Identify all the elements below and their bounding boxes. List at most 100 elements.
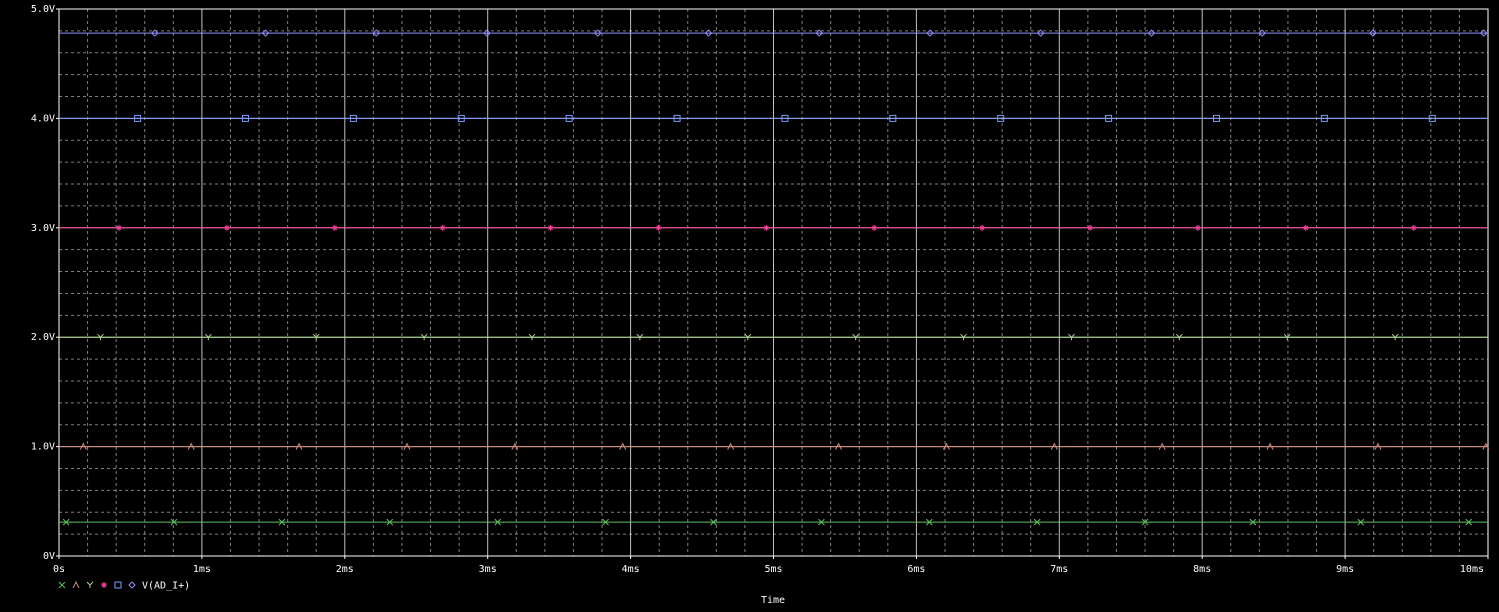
series-marker-3 [1391,333,1399,341]
series-marker-4 [1087,224,1094,231]
legend-label[interactable]: V(AD_I+) [142,581,190,592]
series-layer [59,29,1490,526]
series-marker-3 [420,333,428,341]
x-tick-label: 4ms [622,564,640,575]
series-marker-2 [295,442,303,450]
legend[interactable]: V(AD_I+) [58,580,190,592]
series-marker-5 [241,114,249,122]
series-marker-3 [636,333,644,341]
y-tick-label: 3.0V [31,223,55,234]
series-marker-1 [925,518,933,526]
series-marker-6 [1480,29,1488,37]
legend-marker-6 [128,581,136,589]
series-marker-5 [1105,114,1113,122]
series-marker-3 [1068,333,1075,341]
series-marker-4 [116,224,123,231]
series-marker-6 [926,29,934,37]
tick-label-layer: 0V 1.0V 2.0V 3.0V 4.0V 5.0V 0s 1ms 2ms 3ms 4ms 5ms 6… [31,4,1489,575]
series-marker-1 [170,518,178,526]
legend-marker-1 [58,581,66,589]
series-marker-5 [1320,114,1328,122]
series-marker-6 [1258,29,1266,37]
series-marker-3 [312,333,320,341]
series-marker-2 [619,442,627,450]
series-marker-5 [349,114,357,122]
series-marker-2 [187,442,195,450]
series-marker-3 [744,333,752,341]
series-marker-6 [261,29,270,37]
series-marker-1 [1465,518,1473,526]
series-marker-2 [511,442,519,450]
y-tick-label: 5.0V [31,4,55,15]
series-marker-6 [372,29,380,37]
series-marker-4 [655,224,662,231]
x-tick-label: 9ms [1336,564,1354,575]
series-marker-3 [1283,333,1291,341]
series-marker-3 [960,333,967,341]
series-marker-4 [439,224,446,231]
series-marker-2 [1266,442,1274,450]
series-marker-2 [79,442,87,450]
series-marker-3 [1175,333,1183,341]
series-marker-2 [1050,442,1058,450]
legend-marker-2 [72,580,80,589]
legend-marker-4 [101,582,107,588]
series-marker-1 [602,518,609,526]
series-marker-4 [331,224,338,231]
series-marker-3 [528,333,536,341]
x-tick-label: 2ms [336,564,354,575]
series-marker-5 [1428,114,1436,122]
series-marker-5 [134,114,142,122]
series-marker-1 [1141,518,1149,526]
series-marker-1 [818,518,825,526]
series-marker-2 [835,442,842,450]
series-marker-1 [710,518,717,526]
series-marker-1 [278,518,286,526]
x-tick-label: 1ms [193,564,211,575]
grid-layer [58,8,1489,557]
y-tick-label: 4.0V [31,113,55,124]
x-tick-label: 0s [53,564,65,575]
series-marker-1 [62,518,70,526]
series-marker-1 [1033,518,1041,526]
x-tick-label: 10ms [1460,564,1484,575]
series-marker-6 [815,29,823,37]
series-marker-2 [1482,442,1490,450]
series-marker-5 [1212,114,1220,122]
x-tick-label: 6ms [907,564,925,575]
series-marker-2 [727,442,735,450]
series-marker-4 [1194,224,1201,231]
series-marker-4 [871,224,878,231]
series-marker-6 [1147,29,1156,37]
series-marker-4 [547,224,554,231]
series-marker-4 [763,224,770,231]
series-marker-2 [403,442,411,450]
series-marker-1 [386,518,394,526]
series-marker-4 [1410,224,1417,231]
y-tick-label: 1.0V [31,442,55,453]
series-marker-4 [223,224,230,231]
series-marker-5 [889,114,897,122]
series-marker-4 [1302,224,1309,231]
series-marker-6 [1037,29,1045,37]
x-tick-label: 8ms [1193,564,1211,575]
y-tick-label: 0V [43,551,55,562]
y-tick-label: 2.0V [31,332,55,343]
series-marker-1 [1249,518,1257,526]
series-marker-6 [1369,29,1377,37]
series-marker-5 [457,114,465,122]
series-marker-1 [494,518,502,526]
series-marker-2 [942,442,950,450]
series-marker-2 [1158,442,1166,450]
series-marker-5 [781,114,789,122]
x-axis-title: Time [761,595,785,606]
series-marker-3 [852,333,860,341]
legend-marker-5 [114,581,122,589]
series-marker-5 [673,114,681,122]
series-marker-6 [151,29,159,37]
legend-marker-3 [86,581,94,588]
series-marker-6 [704,29,713,37]
series-marker-1 [1357,518,1365,526]
